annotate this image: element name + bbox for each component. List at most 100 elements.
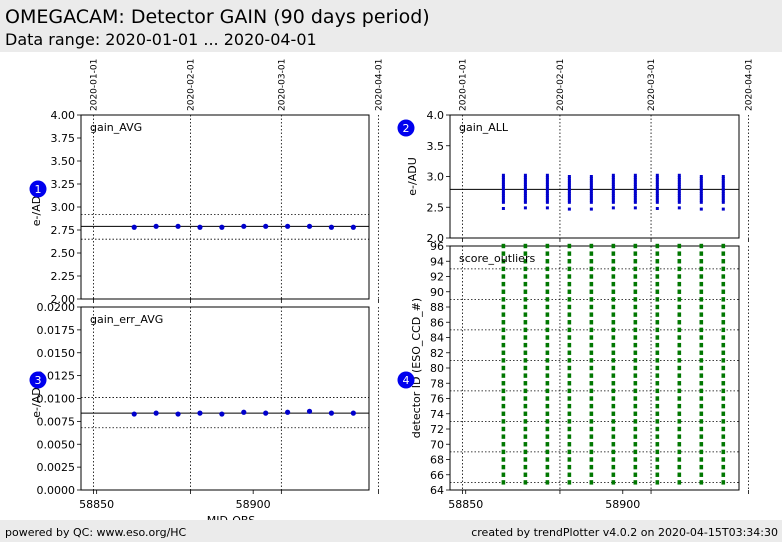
chart-4-outlier-marker (699, 304, 704, 310)
chart-4-outlier-marker (633, 274, 638, 279)
chart-4-outlier-marker (699, 411, 704, 416)
chart-4-outlier-marker (611, 472, 616, 477)
chart-4-outlier-marker (523, 464, 528, 470)
chart-2-data-point (699, 175, 703, 178)
chart-4-y-tick-label: 86 (430, 316, 444, 329)
chart-3-data-point (328, 410, 335, 416)
chart-2-data-point (721, 181, 725, 185)
chart-4-outlier-marker (523, 403, 528, 409)
chart-4-outlier-marker (567, 297, 572, 302)
chart-4-outlier-marker (501, 365, 506, 371)
chart-2-data-point (589, 194, 593, 198)
chart-4-outlier-marker (545, 327, 550, 333)
chart-2-data-point (677, 173, 681, 177)
chart-1-date-label: 2020-01-01 (90, 59, 100, 111)
chart-4-outlier-marker (677, 365, 682, 371)
chart-2-data-point (545, 191, 549, 195)
chart-4-plot-frame (449, 245, 740, 491)
chart-4-outlier-marker (567, 320, 572, 325)
chart-4-outlier-marker (699, 396, 704, 401)
chart-4-outlier-marker (699, 274, 704, 279)
chart-4-outlier-marker (523, 289, 528, 294)
chart-3-data-point (241, 409, 247, 415)
chart-4-outlier-marker (721, 426, 726, 432)
chart-3-data-point (153, 410, 159, 416)
chart-4-outlier-marker (523, 312, 528, 317)
chart-2-data-point (721, 185, 725, 189)
chart-2-data-point (699, 192, 703, 196)
chart-4-outlier-marker (699, 350, 704, 355)
chart-1-y-tick-label: 3.00 (51, 201, 76, 214)
chart-4-outlier-marker (655, 426, 660, 432)
chart-4-outlier-marker (633, 396, 638, 401)
chart-4-outlier-marker (589, 335, 594, 340)
chart-4-outlier-marker (567, 312, 572, 317)
chart-2-data-point (567, 200, 571, 204)
chart-2-data-point (545, 176, 549, 180)
chart-4-outlier-marker (633, 289, 638, 294)
chart-3-y-tick-label: 0.0200 (37, 301, 76, 314)
chart-2-data-point (567, 179, 571, 183)
chart-4-outlier-marker (501, 320, 506, 325)
chart-4-outlier-marker (655, 266, 660, 272)
chart-1-y-tick-label: 2.50 (51, 247, 76, 260)
chart-4-outlier-marker (523, 411, 528, 416)
chart-2-data-point (721, 175, 725, 178)
chart-4-y-tick-label: 82 (430, 347, 444, 360)
chart-2-data-point (545, 173, 549, 177)
chart-4-outlier-marker (611, 251, 616, 256)
chart-2-data-point (567, 181, 571, 185)
chart-4-outlier-marker (501, 449, 506, 455)
chart-4-outlier-marker (721, 327, 726, 333)
chart-2-data-point (699, 183, 703, 187)
chart-4-outlier-marker (589, 289, 594, 294)
chart-4-outlier-marker (611, 396, 616, 401)
chart-4-outlier-marker (567, 373, 572, 378)
chart-4-outlier-marker (655, 289, 660, 294)
chart-4-outlier-marker (633, 350, 638, 355)
chart-2-data-point (545, 185, 549, 189)
chart-4-outlier-marker (523, 304, 528, 310)
chart-2-data-point (545, 196, 549, 200)
chart-4-outlier-marker (545, 464, 550, 470)
chart-4-y-tick-label: 64 (430, 484, 444, 497)
chart-2-data-point (721, 192, 725, 196)
chart-4-x-tick-label: 58850 (448, 498, 483, 511)
chart-2-data-point-low (501, 206, 505, 210)
chart-4-y-tick-label: 94 (430, 255, 444, 268)
chart-4-outlier-marker (501, 274, 506, 279)
chart-1-number-badge-text: 1 (35, 183, 42, 196)
chart-4-outlier-marker (633, 449, 638, 455)
chart-4-outlier-marker (589, 251, 594, 256)
chart-4-outlier-marker (523, 365, 528, 371)
chart-1-plot-frame (80, 114, 370, 300)
chart-4-outlier-marker (545, 251, 550, 256)
chart-2-data-point (699, 187, 703, 191)
chart-4-outlier-marker (699, 312, 704, 317)
chart-2-data-point (589, 200, 593, 204)
chart-4-outlier-marker (677, 243, 682, 249)
chart-4-outlier-marker (501, 259, 506, 264)
chart-1-y-tick-label: 4.00 (51, 109, 76, 122)
chart-1-y-tick-label: 3.25 (51, 178, 76, 191)
chart-2-data-point (721, 177, 725, 181)
chart-3-x-tick-label: 58850 (79, 498, 114, 511)
chart-4-outlier-marker (699, 388, 704, 394)
chart-4-y-tick-label: 72 (430, 423, 444, 436)
chart-2-data-point (545, 182, 549, 186)
chart-4-outlier-marker (611, 289, 616, 294)
chart-1-number-badge (29, 180, 47, 198)
chart-4-outlier-marker (611, 442, 616, 447)
chart-4-outlier-marker (611, 350, 616, 355)
chart-4-outlier-marker (611, 426, 616, 432)
chart-4-outlier-marker (567, 358, 572, 363)
chart-4-outlier-marker (633, 297, 638, 302)
chart-4-outlier-marker (677, 289, 682, 294)
chart-4-outlier-marker (611, 365, 616, 371)
chart-4-outlier-marker (589, 312, 594, 317)
chart-4-outlier-marker (699, 289, 704, 294)
chart-4-outlier-marker (545, 297, 550, 302)
chart-4-outlier-marker (523, 449, 528, 455)
chart-2-data-point (567, 196, 571, 200)
